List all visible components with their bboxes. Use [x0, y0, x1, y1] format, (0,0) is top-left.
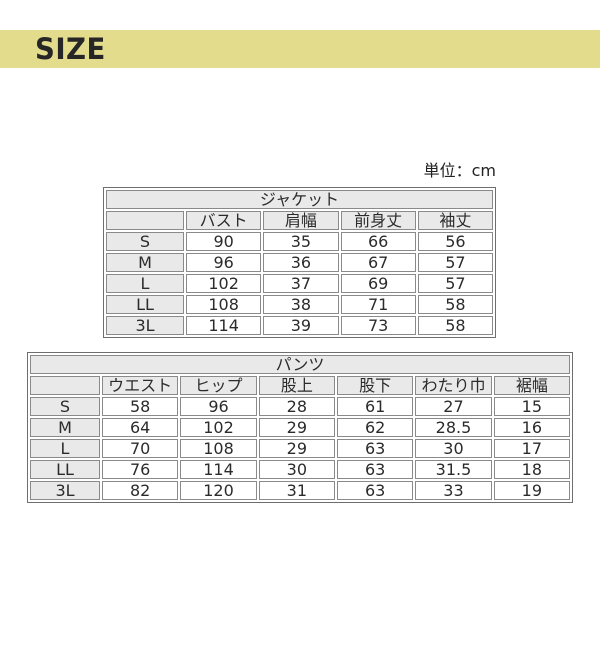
value-cell: 30 [415, 439, 492, 458]
value-cell: 67 [340, 253, 416, 272]
row-label-cell: M [106, 253, 184, 272]
value-cell: 64 [102, 418, 179, 437]
value-cell: 31.5 [415, 460, 492, 479]
row-label-cell: M [30, 418, 100, 437]
value-cell: 38 [263, 295, 339, 314]
value-cell: 114 [180, 460, 257, 479]
table-row: 3L 82 120 31 63 33 19 [30, 481, 570, 500]
value-cell: 16 [493, 418, 570, 437]
size-header-band: SIZE [0, 30, 600, 68]
page-title: SIZE [35, 32, 106, 66]
value-cell: 76 [102, 460, 179, 479]
column-header-row: ウエスト ヒップ 股上 股下 わたり巾 裾幅 [30, 376, 570, 395]
row-label-cell: S [30, 397, 100, 416]
row-label-cell: LL [30, 460, 100, 479]
value-cell: 58 [417, 316, 493, 335]
value-cell: 66 [340, 232, 416, 251]
value-cell: 39 [263, 316, 339, 335]
value-cell: 73 [340, 316, 416, 335]
table-title-cell: パンツ [30, 355, 570, 374]
corner-cell [30, 376, 100, 395]
value-cell: 63 [336, 439, 414, 458]
value-cell: 96 [186, 253, 262, 272]
column-header-row: バスト 肩幅 前身丈 袖丈 [106, 211, 493, 230]
table-row: L 102 37 69 57 [106, 274, 493, 293]
column-header-cell: ウエスト [102, 376, 179, 395]
corner-cell [106, 211, 184, 230]
row-label-cell: L [106, 274, 184, 293]
column-header-cell: 袖丈 [417, 211, 493, 230]
value-cell: 96 [180, 397, 257, 416]
value-cell: 31 [258, 481, 335, 500]
unit-label: 単位：cm [423, 161, 496, 180]
value-cell: 108 [180, 439, 257, 458]
value-cell: 63 [336, 460, 414, 479]
table-row: S 58 96 28 61 27 15 [30, 397, 570, 416]
value-cell: 58 [417, 295, 493, 314]
value-cell: 27 [415, 397, 492, 416]
column-header-cell: 前身丈 [340, 211, 416, 230]
value-cell: 114 [186, 316, 262, 335]
value-cell: 17 [493, 439, 570, 458]
table-row: M 96 36 67 57 [106, 253, 493, 272]
value-cell: 37 [263, 274, 339, 293]
column-header-cell: 肩幅 [263, 211, 339, 230]
row-label-cell: 3L [106, 316, 184, 335]
table-title-cell: ジャケット [106, 190, 493, 209]
column-header-cell: わたり巾 [415, 376, 492, 395]
value-cell: 71 [340, 295, 416, 314]
value-cell: 18 [493, 460, 570, 479]
value-cell: 58 [102, 397, 179, 416]
value-cell: 90 [186, 232, 262, 251]
value-cell: 28 [258, 397, 335, 416]
value-cell: 29 [258, 439, 335, 458]
value-cell: 19 [493, 481, 570, 500]
size-table: パンツ ウエスト ヒップ 股上 股下 わたり巾 裾幅 S 58 96 28 61 27 15 M 64 102 2… [27, 352, 573, 503]
row-label-cell: L [30, 439, 100, 458]
value-cell: 61 [336, 397, 414, 416]
column-header-cell: 裾幅 [493, 376, 570, 395]
value-cell: 102 [180, 418, 257, 437]
column-header-cell: バスト [186, 211, 262, 230]
row-label-cell: S [106, 232, 184, 251]
value-cell: 35 [263, 232, 339, 251]
size-table: ジャケット バスト 肩幅 前身丈 袖丈 S 90 35 66 56 M 96 36 67 57 L 102 37 6… [103, 187, 496, 338]
value-cell: 108 [186, 295, 262, 314]
value-cell: 102 [186, 274, 262, 293]
value-cell: 30 [258, 460, 335, 479]
table-row: S 90 35 66 56 [106, 232, 493, 251]
value-cell: 28.5 [415, 418, 492, 437]
value-cell: 29 [258, 418, 335, 437]
value-cell: 33 [415, 481, 492, 500]
value-cell: 57 [417, 274, 493, 293]
value-cell: 63 [336, 481, 414, 500]
table-row: LL 108 38 71 58 [106, 295, 493, 314]
row-label-cell: 3L [30, 481, 100, 500]
value-cell: 82 [102, 481, 179, 500]
value-cell: 36 [263, 253, 339, 272]
jacket-size-table: ジャケット バスト 肩幅 前身丈 袖丈 S 90 35 66 56 M 96 36 67 57 L 102 37 6… [103, 187, 496, 338]
column-header-cell: ヒップ [180, 376, 257, 395]
value-cell: 70 [102, 439, 179, 458]
table-title-row: パンツ [30, 355, 570, 374]
value-cell: 56 [417, 232, 493, 251]
value-cell: 69 [340, 274, 416, 293]
table-row: M 64 102 29 62 28.5 16 [30, 418, 570, 437]
table-row: LL 76 114 30 63 31.5 18 [30, 460, 570, 479]
value-cell: 57 [417, 253, 493, 272]
table-row: 3L 114 39 73 58 [106, 316, 493, 335]
value-cell: 120 [180, 481, 257, 500]
value-cell: 15 [493, 397, 570, 416]
table-row: L 70 108 29 63 30 17 [30, 439, 570, 458]
column-header-cell: 股上 [258, 376, 335, 395]
table-title-row: ジャケット [106, 190, 493, 209]
column-header-cell: 股下 [336, 376, 414, 395]
value-cell: 62 [336, 418, 414, 437]
pants-size-table: パンツ ウエスト ヒップ 股上 股下 わたり巾 裾幅 S 58 96 28 61 27 15 M 64 102 2… [27, 352, 573, 503]
row-label-cell: LL [106, 295, 184, 314]
